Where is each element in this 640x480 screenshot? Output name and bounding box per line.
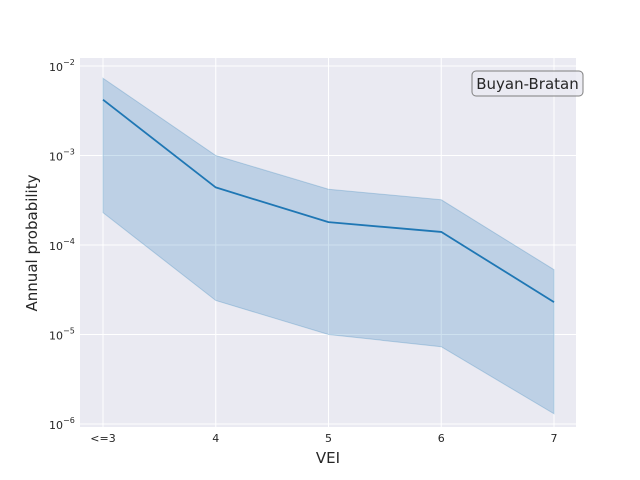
- y-tick-exponent: −2: [63, 58, 75, 67]
- x-tick-label: 4: [212, 432, 219, 445]
- confidence-band: [102, 77, 555, 415]
- y-tick-base: 10: [49, 151, 63, 164]
- y-axis-label: Annual probability: [23, 174, 41, 311]
- confidence-band-area: [102, 77, 555, 415]
- annotation-frame: [471, 70, 584, 97]
- y-tick: 10 −2: [49, 58, 75, 74]
- y-tick: 10 −3: [49, 148, 75, 164]
- annotation-text: Buyan-Bratan: [476, 75, 578, 93]
- x-tick-label: 7: [551, 432, 558, 445]
- y-tick: 10 −6: [49, 416, 75, 432]
- y-tick: 10 −4: [49, 237, 75, 253]
- x-axis-label: VEI: [316, 449, 340, 467]
- x-tick-label: 6: [438, 432, 445, 445]
- y-tick: 10 −5: [49, 327, 75, 343]
- y-tick-base: 10: [49, 61, 63, 74]
- series-line: [102, 99, 555, 303]
- x-tick-label: <=3: [90, 432, 115, 445]
- y-tick-exponent: −5: [63, 327, 75, 336]
- y-tick-base: 10: [49, 240, 63, 253]
- series-line-path: [102, 99, 555, 303]
- grid: [80, 58, 576, 427]
- y-tick-base: 10: [49, 330, 63, 343]
- y-tick-exponent: −3: [63, 148, 75, 157]
- y-axis-ticks: 10−610−510−410−310−2: [49, 58, 75, 432]
- x-axis-ticks: <=3 4 5 6 7: [90, 432, 557, 445]
- y-tick-exponent: −4: [63, 237, 75, 246]
- annotation-box: Buyan-Bratan: [471, 70, 584, 97]
- y-tick-base: 10: [49, 419, 63, 432]
- x-tick-label: 5: [325, 432, 332, 445]
- y-tick-exponent: −6: [63, 416, 75, 425]
